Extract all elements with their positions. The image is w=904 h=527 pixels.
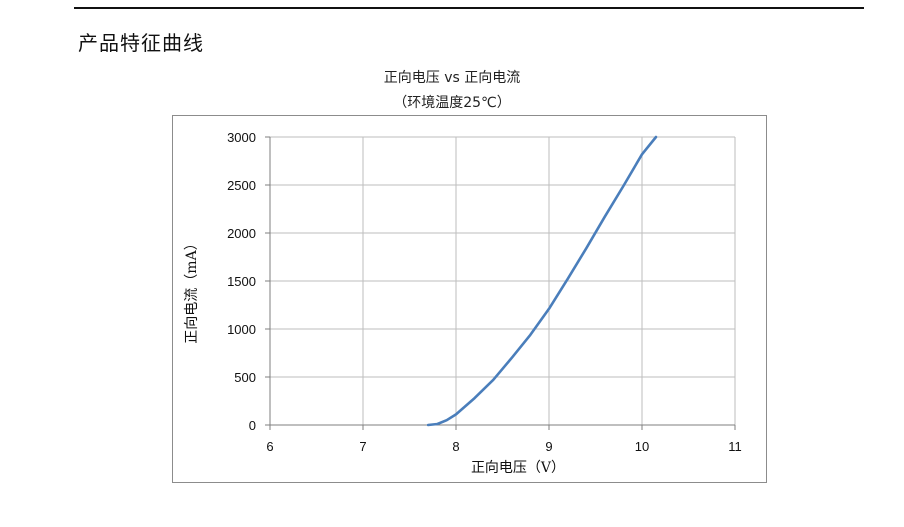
- grid-layer: [270, 136, 736, 425]
- chart-title: 正向电压 vs 正向电流: [383, 70, 521, 86]
- section-title: 产品特征曲线: [78, 31, 204, 55]
- y-tick-label: 2000: [227, 226, 256, 241]
- series-layer: [426, 135, 658, 427]
- chart-frame: [172, 115, 767, 483]
- axes-layer: [265, 136, 736, 430]
- y-axis-label: 正向电流（mA）: [184, 236, 200, 343]
- x-tick-label: 7: [359, 439, 366, 454]
- x-tick-label: 9: [545, 439, 552, 454]
- chart-subtitle: （环境温度25℃）: [393, 95, 511, 111]
- y-tick-label: 0: [249, 418, 256, 433]
- x-axis-label: 正向电压（V）: [471, 460, 565, 476]
- y-tick-label: 2500: [227, 178, 256, 193]
- top-rule: [74, 7, 864, 9]
- y-tick-label: 1000: [227, 322, 256, 337]
- y-tick-label: 500: [234, 370, 256, 385]
- ticks-layer: 0 500 1000 1500 2000 2500 3000 6 7 8 9 10 11: [227, 130, 742, 454]
- y-tick-label: 1500: [227, 274, 256, 289]
- series-line-1: [426, 135, 658, 427]
- x-tick-label: 6: [266, 439, 273, 454]
- y-tick-label: 3000: [227, 130, 256, 145]
- x-tick-label: 8: [452, 439, 459, 454]
- x-tick-label: 11: [728, 439, 742, 454]
- x-tick-label: 10: [635, 439, 649, 454]
